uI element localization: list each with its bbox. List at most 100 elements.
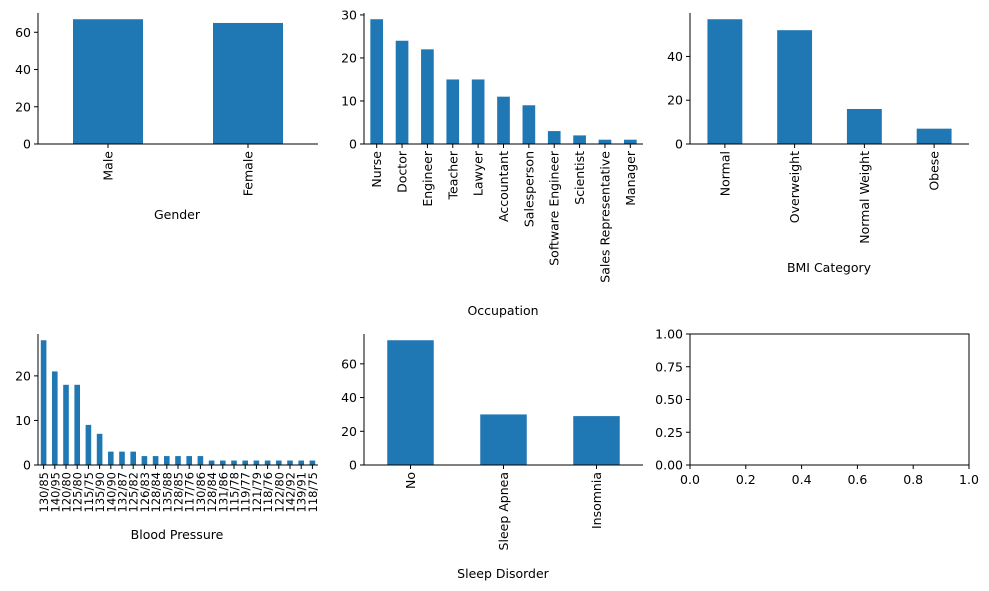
x-tick-label: 115/75 <box>82 472 96 512</box>
x-tick-label: 125/80 <box>71 472 85 512</box>
y-tick-label: 0 <box>23 458 31 473</box>
bar-sleep-disorder <box>387 340 434 465</box>
x-tick-label: 0.0 <box>680 472 700 487</box>
bar-occupation <box>573 135 586 144</box>
bar-blood-pressure <box>63 384 69 465</box>
x-tick-label: 118/76 <box>261 472 275 512</box>
y-tick-label: 0 <box>349 137 357 152</box>
bar-blood-pressure <box>197 456 204 465</box>
gender-x-label: Gender <box>154 207 201 222</box>
gender-x-axis: Male Female <box>38 143 318 196</box>
x-tick-label: Insomnia <box>589 472 604 529</box>
bmi-category-x-axis: Normal Overweight Normal Weight Obese <box>690 143 969 244</box>
occupation-x-axis: Nurse Doctor Engineer Teacher Lawyer Accounta… <box>364 143 643 283</box>
x-tick-label: 117/76 <box>183 472 197 512</box>
bar-occupation <box>421 49 434 144</box>
y-tick-label: 0 <box>349 458 357 473</box>
occupation-x-label: Occupation <box>467 303 538 318</box>
occupation-y-axis: 0 10 20 30 <box>341 7 365 152</box>
blood-pressure-x-axis: 130/85140/95120/80125/80115/75135/90140/… <box>37 464 320 512</box>
x-tick-label: Scientist <box>572 151 587 205</box>
x-tick-label: Software Engineer <box>547 150 562 266</box>
bar-bmi-category <box>916 128 952 144</box>
bar-gender <box>213 22 283 144</box>
x-tick-label: Lawyer <box>471 150 486 196</box>
x-tick-label: 1.0 <box>959 472 979 487</box>
x-tick-label: Normal Weight <box>857 151 872 244</box>
bar-blood-pressure <box>52 371 58 465</box>
x-tick-label: 118/75 <box>306 472 320 512</box>
bar-blood-pressure <box>298 460 304 465</box>
sleep-disorder-y-axis: 0 20 40 60 <box>341 334 365 473</box>
x-tick-label: 132/87 <box>116 472 130 512</box>
x-tick-label: Salesperson <box>521 151 536 227</box>
blood-pressure-bars <box>40 340 316 465</box>
x-tick-label: 122/80 <box>272 472 286 512</box>
x-tick-label: 128/84 <box>149 472 163 512</box>
bar-blood-pressure <box>40 340 47 465</box>
y-tick-label: 40 <box>341 390 357 405</box>
x-tick-label: No <box>403 472 418 489</box>
bar-blood-pressure <box>175 456 181 465</box>
bar-blood-pressure <box>264 460 271 465</box>
x-tick-label: 0.6 <box>847 472 867 487</box>
bar-blood-pressure <box>231 460 237 465</box>
bar-occupation <box>497 96 510 144</box>
bmi-category-x-label: BMI Category <box>787 260 872 275</box>
occupation-bars <box>370 19 637 145</box>
x-tick-label: 131/86 <box>216 472 230 512</box>
x-tick-label: Engineer <box>420 150 435 207</box>
x-tick-label: Male <box>101 151 116 181</box>
bar-blood-pressure <box>276 460 282 465</box>
y-tick-label: 40 <box>15 62 31 77</box>
x-tick-label: 128/85 <box>172 472 186 512</box>
x-tick-label: Obese <box>927 151 942 191</box>
y-tick-label: 10 <box>341 93 357 108</box>
bar-occupation <box>598 139 612 144</box>
y-tick-label: 0 <box>675 137 683 152</box>
y-tick-label: 20 <box>15 99 31 114</box>
y-tick-label: 0.75 <box>655 359 683 374</box>
y-tick-label: 20 <box>667 93 683 108</box>
bar-blood-pressure <box>152 456 159 465</box>
bar-occupation <box>395 40 409 145</box>
bar-blood-pressure <box>220 460 226 465</box>
bar-blood-pressure <box>208 460 215 465</box>
bar-blood-pressure <box>287 460 293 465</box>
subplot-occupation: 0 10 20 30 Nurse Doctor Engineer Teacher Lawyer… <box>341 7 643 318</box>
x-tick-label: Nurse <box>369 151 384 188</box>
bar-blood-pressure <box>119 451 125 465</box>
bar-sleep-disorder <box>573 416 620 465</box>
bar-bmi-category <box>846 108 882 144</box>
subplot-sleep-disorder: 0 20 40 60 No Sleep Apnea Insomnia Sleep Diso… <box>341 334 643 581</box>
x-tick-label: 0.4 <box>792 472 812 487</box>
empty-y-axis: 0.00 0.25 0.50 0.75 1.00 <box>655 327 690 473</box>
bar-blood-pressure <box>108 451 114 465</box>
y-tick-label: 0.25 <box>655 425 683 440</box>
x-tick-label: 142/92 <box>284 472 298 512</box>
empty-frame <box>689 333 970 466</box>
x-tick-label: 139/91 <box>295 472 309 512</box>
subplot-bmi-category: 0 20 40 Normal Overweight Normal Weight Obese… <box>667 13 969 275</box>
sleep-disorder-bars <box>387 340 620 465</box>
x-tick-label: Overweight <box>787 151 802 223</box>
x-tick-label: 128/84 <box>205 472 219 512</box>
bar-blood-pressure <box>253 460 260 465</box>
bar-blood-pressure <box>242 460 248 465</box>
x-tick-label: 130/86 <box>194 472 208 512</box>
bmi-category-y-axis: 0 20 40 <box>667 13 691 152</box>
bar-blood-pressure <box>74 384 80 465</box>
x-tick-label: 120/80 <box>60 472 74 512</box>
y-tick-label: 20 <box>341 50 357 65</box>
gender-y-axis: 0 20 40 60 <box>15 13 39 152</box>
empty-x-axis: 0.0 0.2 0.4 0.6 0.8 1.0 <box>680 465 979 487</box>
x-tick-label: Accountant <box>496 151 511 222</box>
y-tick-label: 10 <box>15 413 31 428</box>
bar-blood-pressure <box>85 424 92 465</box>
bmi-category-bars <box>707 19 952 144</box>
y-tick-label: 60 <box>341 356 357 371</box>
bar-bmi-category <box>707 19 743 144</box>
y-tick-label: 1.00 <box>655 327 683 342</box>
